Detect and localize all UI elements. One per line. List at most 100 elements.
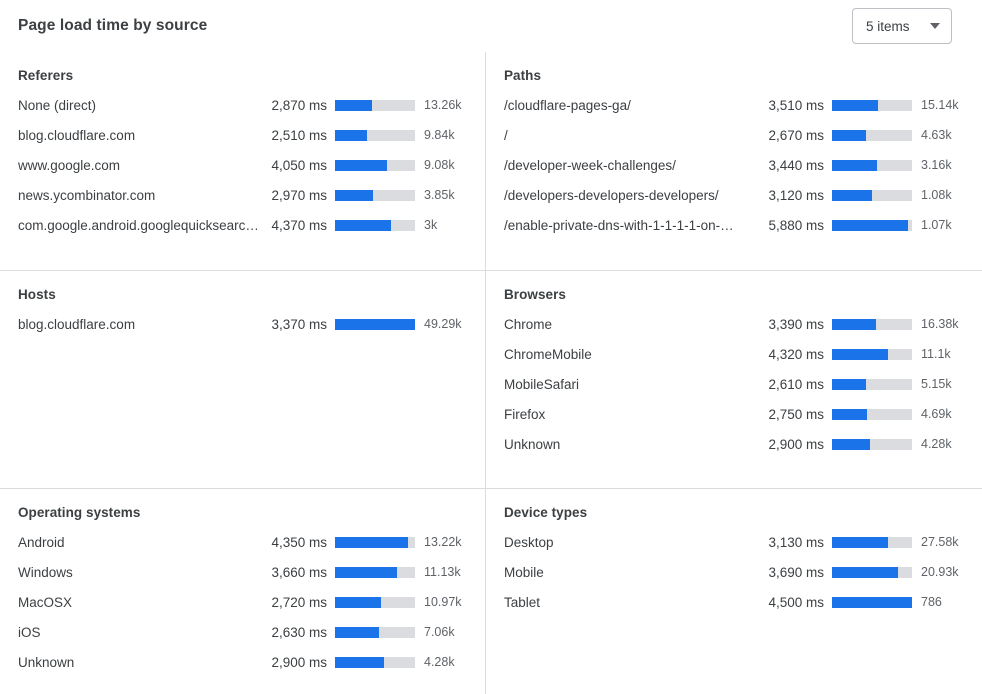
row-bar-track [832,408,912,420]
panel-hosts: Hosts blog.cloudflare.com 3,370 ms 49.29k [0,270,486,488]
table-row[interactable]: /developers-developers-developers/3,120 … [504,180,966,210]
row-bar-track [335,129,415,141]
row-bar-track [832,378,912,390]
row-value-ms: 3,120 ms [768,187,824,203]
table-row[interactable]: news.ycombinator.com 2,970 ms 3.85k [18,180,469,210]
row-label: www.google.com [18,157,121,173]
row-count: 5.15k [921,377,952,391]
row-value-ms: 3,370 ms [271,316,327,332]
row-bar-track [832,219,912,231]
table-row[interactable]: iOS 2,630 ms 7.06k [18,617,469,647]
table-row[interactable]: MacOSX 2,720 ms 10.97k [18,587,469,617]
row-value-ms: 3,130 ms [768,534,824,550]
row-bar-track [832,536,912,548]
panel-grid: Referers None (direct) 2,870 ms 13.26k blog.… [0,52,982,694]
row-bar-track [832,189,912,201]
row-count: 13.26k [424,98,462,112]
row-count: 15.14k [921,98,959,112]
table-row[interactable]: /developer-week-challenges/3,440 ms 3.16k [504,150,966,180]
panel-title: Browsers [504,287,566,302]
row-bar-fill [335,129,367,141]
panel-browsers: Browsers Chrome 3,390 ms 16.38k ChromeMobile… [486,270,982,488]
row-count: 49.29k [424,317,462,331]
table-row[interactable]: /cloudflare-pages-ga/3,510 ms 15.14k [504,90,966,120]
panel-title: Operating systems [18,505,141,520]
table-row[interactable]: Mobile 3,690 ms 20.93k [504,557,966,587]
row-value-ms: 2,670 ms [768,127,824,143]
row-bar-fill [832,318,876,330]
row-label: /developer-week-challenges/ [504,157,676,173]
row-label: Chrome [504,316,553,332]
row-bar-track [832,596,912,608]
row-bar-fill [832,129,867,141]
panel-title: Referers [18,68,74,83]
table-row[interactable]: MobileSafari 2,610 ms 5.15k [504,369,966,399]
row-bar-track [335,159,415,171]
table-row[interactable]: blog.cloudflare.com 2,510 ms 9.84k [18,120,469,150]
table-row[interactable]: Windows 3,660 ms 11.13k [18,557,469,587]
row-label: ChromeMobile [504,346,592,362]
row-count: 11.13k [424,565,461,579]
table-row[interactable]: ChromeMobile 4,320 ms 11.1k [504,339,966,369]
row-count: 9.08k [424,158,455,172]
row-count: 3.85k [424,188,455,202]
row-value-ms: 2,970 ms [271,187,327,203]
table-row[interactable]: None (direct) 2,870 ms 13.26k [18,90,469,120]
row-label: Desktop [504,534,554,550]
row-count: 4.63k [921,128,952,142]
row-value-ms: 2,610 ms [768,376,824,392]
table-row[interactable]: / 2,670 ms 4.63k [504,120,966,150]
row-label: /cloudflare-pages-ga/ [504,97,631,113]
row-label: MacOSX [18,594,73,610]
row-count: 7.06k [424,625,455,639]
row-count: 11.1k [921,347,951,361]
row-bar-fill [335,159,387,171]
table-row[interactable]: Firefox 2,750 ms 4.69k [504,399,966,429]
row-label: Firefox [504,406,546,422]
chevron-down-icon [930,23,940,29]
row-label: news.ycombinator.com [18,187,156,203]
row-value-ms: 4,050 ms [271,157,327,173]
row-label: blog.cloudflare.com [18,316,136,332]
row-bar-fill [335,656,384,668]
row-bar-fill [832,219,908,231]
row-label: Windows [18,564,73,580]
panel-title: Device types [504,505,588,520]
table-row[interactable]: Unknown 2,900 ms 4.28k [504,429,966,459]
row-bar-fill [335,596,381,608]
table-row[interactable]: com.google.android.googlequicksearc… 4,37… [18,210,469,240]
table-row[interactable]: www.google.com 4,050 ms 9.08k [18,150,469,180]
table-row[interactable]: Android 4,350 ms 13.22k [18,527,469,557]
table-row[interactable]: blog.cloudflare.com 3,370 ms 49.29k [18,309,469,339]
row-value-ms: 3,510 ms [768,97,824,113]
panel-device-types: Device types Desktop 3,130 ms 27.58k Mobile 3… [486,488,982,694]
panel-operating-systems: Operating systems Android 4,350 ms 13.22k Wi… [0,488,486,694]
table-row[interactable]: Unknown 2,900 ms 4.28k [18,647,469,677]
row-bar-track [335,596,415,608]
row-bar-fill [335,219,391,231]
row-bar-fill [335,99,372,111]
widget-header: Page load time by source 5 items [0,0,982,52]
table-row[interactable]: Chrome 3,390 ms 16.38k [504,309,966,339]
row-count: 3k [424,218,438,232]
row-bar-fill [832,159,877,171]
item-count-select[interactable]: 5 items [852,8,952,44]
panel-referers: Referers None (direct) 2,870 ms 13.26k blog.… [0,52,486,270]
table-row[interactable]: Desktop 3,130 ms 27.58k [504,527,966,557]
row-label: Mobile [504,564,544,580]
row-bar-track [335,219,415,231]
row-label: Android [18,534,65,550]
row-value-ms: 2,870 ms [271,97,327,113]
table-row[interactable]: /enable-private-dns-with-1-1-1-1-on-… 5,8… [504,210,966,240]
row-value-ms: 2,510 ms [271,127,327,143]
row-count: 10.97k [424,595,462,609]
row-label: Unknown [18,654,75,670]
row-value-ms: 2,900 ms [271,654,327,670]
row-value-ms: 3,390 ms [768,316,824,332]
table-row[interactable]: Tablet 4,500 ms 786 [504,587,966,617]
row-label: MobileSafari [504,376,580,392]
row-value-ms: 4,350 ms [271,534,327,550]
panel-rows: blog.cloudflare.com 3,370 ms 49.29k [18,309,469,339]
row-bar-fill [832,438,870,450]
